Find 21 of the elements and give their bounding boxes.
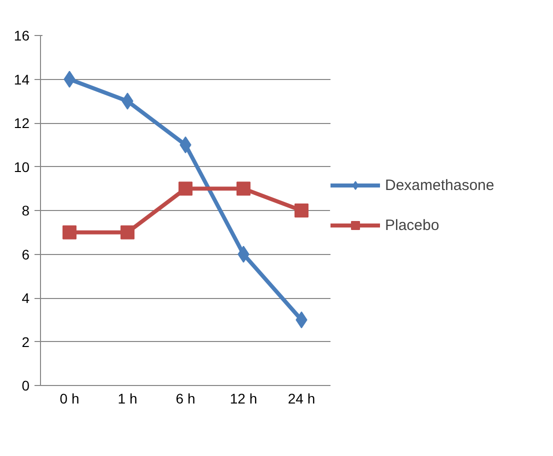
y-tick-label: 0: [22, 378, 30, 394]
y-tick-label: 2: [22, 334, 30, 350]
y-tick-label: 14: [14, 71, 30, 88]
legend-label: Placebo: [385, 216, 440, 234]
y-tick-label: 4: [22, 290, 30, 306]
point: [178, 182, 192, 196]
point: [294, 204, 308, 218]
point: [62, 225, 76, 240]
y-tick-label: 6: [22, 246, 30, 262]
y-tick-label: 12: [14, 115, 30, 131]
x-tick-label: 24 h: [288, 390, 316, 406]
y-tick-label: 8: [22, 202, 30, 218]
legend-label: Dexamethasone: [385, 176, 494, 194]
y-tick-label: 10: [14, 158, 30, 175]
x-tick-label: 6 h: [176, 390, 196, 406]
point: [120, 225, 134, 240]
x-tick-label: 1 h: [118, 390, 138, 406]
x-tick-label: 12 h: [230, 390, 258, 406]
point: [236, 182, 250, 196]
y-tick-label: 16: [14, 28, 30, 44]
x-tick-label: 0 h: [60, 390, 80, 406]
